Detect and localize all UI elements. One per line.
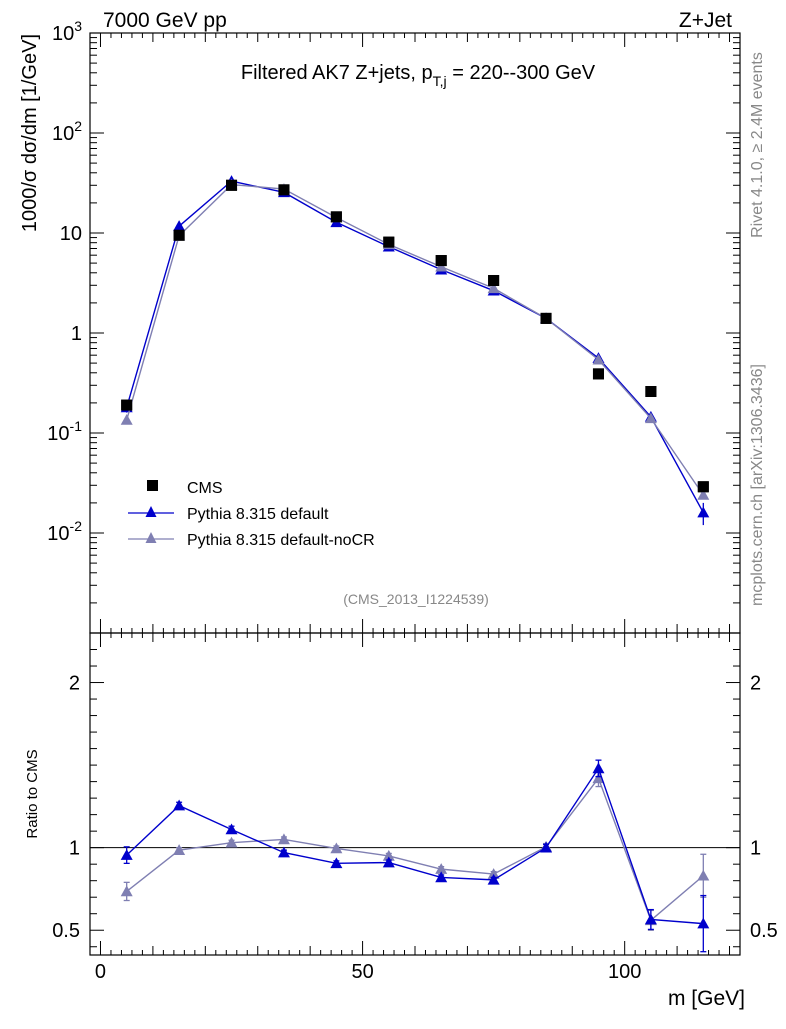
ratio-plot-frame [89,632,741,956]
ratio-point [697,869,710,881]
cms-point [173,229,185,241]
data-point [592,353,605,365]
ratio-axis-ticks [90,632,740,948]
ratio-point [487,873,500,885]
ratio-point [277,846,290,858]
ratio-point [592,762,605,774]
cms-point [278,184,290,196]
series-line [126,183,704,496]
main-y-tick-label: 1 [71,323,82,345]
legend-marker-default [145,506,157,517]
main-y-tick-labels: 10-2 10-1 1 10 102 103 [47,18,82,545]
cms-point [383,236,395,248]
ratio-point [225,836,238,848]
main-y-tick-label: 10 [60,223,82,245]
main-y-tick-label: 103 [52,18,82,45]
ratio-point [435,863,448,874]
plot-title: Filtered AK7 Z+jets, pT,j = 220--300 GeV [241,62,596,89]
ratio-y-axis-label: Ratio to CMS [24,749,41,838]
ratio-point [173,799,186,811]
ratio-point [330,857,343,869]
main-y-axis-label: 1000/σ dσ/dm [1/GeV] [19,34,41,232]
legend-label-default: Pythia 8.315 default [187,506,329,523]
data-point [697,506,710,518]
ratio-point [592,772,605,784]
data-point [697,488,710,500]
data-point [435,260,448,272]
cms-point [435,255,447,267]
analysis-tag: (CMS_2013_I1224539) [343,591,489,607]
main-y-tick-label: 10-2 [47,518,82,545]
main-y-tick-label: 102 [52,118,82,145]
data-point [173,220,186,231]
data-point [644,412,657,424]
ratio-y-tick-label-left: 2 [69,673,80,695]
ratio-y-tick-label-right: 1 [750,838,761,860]
plot-title-prefix: Filtered AK7 Z+jets, p [241,62,433,84]
ratio-line [126,776,704,922]
cms-point [540,312,552,324]
mcplots-label: mcplots.cern.ch [arXiv:1306.3436] [749,364,766,606]
plot-title-subscript: T,j [433,73,447,89]
cms-point [488,274,500,286]
data-point [487,282,500,294]
legend-label-cms: CMS [187,480,223,497]
data-point [120,413,133,425]
main-series-0 [121,179,709,493]
legend-label-nocr: Pythia 8.315 default-noCR [187,532,375,549]
ratio-point [697,917,710,929]
main-y-tick-label: 10-1 [47,418,82,445]
ratio-point [330,842,343,854]
ratio-point [540,841,553,853]
cms-point [330,211,342,223]
ratio-y-tick-label-right: 0.5 [750,920,778,942]
energy-label: 7000 GeV pp [103,9,227,32]
ratio-series-0 [120,759,710,953]
ratio-point [173,844,186,855]
ratio-point [435,871,448,883]
plot-title-suffix: = 220--300 GeV [447,62,596,84]
rivet-version-label: Rivet 4.1.0, ≥ 2.4M events [749,52,766,238]
ratio-point [487,868,500,879]
ratio-point [382,856,395,868]
main-series-1 [120,175,710,526]
x-axis-label: m [GeV] [668,987,745,1010]
cms-points-front [121,179,709,493]
cms-point [121,399,133,411]
ratio-point [120,885,133,897]
ratio-line [126,766,704,925]
ratio-series-1 [120,769,710,931]
main-series-group [120,175,710,526]
ratio-y-tick-label-left: 1 [69,838,80,860]
main-series-2 [120,178,710,500]
x-tick-labels: 0 50 100 [95,961,641,983]
x-tick-label: 50 [351,961,373,983]
process-label: Z+Jet [679,9,732,32]
ratio-point [225,823,238,835]
ratio-point [644,913,657,925]
cms-point [226,179,238,191]
ratio-y-tick-label-right: 2 [750,673,761,695]
ratio-point [382,849,395,861]
ratio-y-tick-labels: 0.5 0.5 1 1 2 2 [52,673,778,943]
ratio-point [120,849,133,860]
ratio-y-tick-label-left: 0.5 [52,920,80,942]
legend-marker-cms [147,480,158,491]
x-tick-label: 100 [608,961,641,983]
main-axis-ticks [90,32,740,955]
cms-point [645,386,657,398]
legend-marker-nocr [145,532,157,543]
x-tick-label: 0 [95,961,106,983]
cms-point [592,368,604,380]
cms-point [697,481,709,493]
legend: CMS Pythia 8.315 default Pythia 8.315 de… [128,480,375,549]
ratio-point [277,833,290,845]
ratio-series-group [120,759,710,953]
series-line [126,180,704,513]
